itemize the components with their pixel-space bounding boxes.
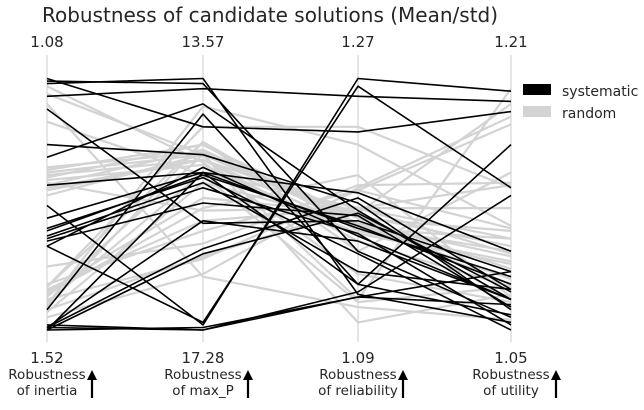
random-line-27: [46, 207, 511, 311]
systematic-line-19: [46, 113, 512, 311]
axis-1-bottom-tick: 1.52: [30, 349, 63, 367]
axis-3-up-arrow-icon: [398, 370, 408, 398]
axis-1-top-tick: 1.08: [30, 33, 63, 51]
axis-4-label-line2: of utility: [483, 383, 539, 399]
systematic-line-21: [46, 80, 512, 319]
systematic-line-17: [46, 77, 512, 326]
legend-label-systematic: systematic: [562, 84, 638, 100]
axis-2-top-tick: 13.57: [182, 33, 225, 51]
systematic-line-23: [46, 171, 512, 316]
systematic-line-8: [46, 202, 512, 308]
systematic-line-13: [46, 77, 512, 324]
systematic-line-10: [46, 176, 512, 331]
axis-2-label-line2: of max_P: [172, 383, 234, 399]
legend-label-random: random: [562, 106, 616, 122]
systematic-line-15: [46, 108, 512, 273]
systematic-line-20: [46, 87, 512, 103]
axis-3-label-line1: Robustness: [319, 367, 396, 383]
chart-title: Robustness of candidate solutions (Mean/…: [42, 3, 498, 27]
systematic-line-18: [46, 143, 512, 311]
axis-1-up-arrow-icon: [87, 370, 97, 398]
axis-3-bottom-tick: 1.09: [341, 349, 374, 367]
legend-swatch-systematic: [523, 84, 551, 95]
axis-4-bottom-tick: 1.05: [494, 349, 527, 367]
systematic-line-2: [46, 296, 512, 331]
random-line-2: [46, 171, 512, 303]
random-line-7: [46, 153, 512, 281]
systematic-line-16: [46, 85, 512, 324]
legend: systematic random: [523, 84, 638, 122]
random-line-30: [46, 181, 512, 268]
axis-2-label-line1: Robustness: [164, 367, 241, 383]
axis-1-label-line1: Robustness: [8, 367, 85, 383]
axis-4-top-tick: 1.21: [494, 33, 527, 51]
systematic-line-25: [46, 212, 512, 331]
axis-1-label-line2: of inertia: [17, 383, 78, 399]
systematic-line-5: [46, 187, 512, 326]
axis-2-up-arrow-icon: [243, 370, 253, 398]
axis-3-label-line2: of reliability: [318, 383, 398, 399]
systematic-line-22: [46, 197, 512, 329]
random-line-13: [46, 143, 512, 232]
axis-4-label-line1: Robustness: [472, 367, 549, 383]
systematic-line-24: [46, 220, 512, 329]
legend-swatch-random: [523, 106, 551, 117]
random-line-23: [46, 103, 512, 321]
axis-3-top-tick: 1.27: [341, 33, 374, 51]
systematic-line-9: [46, 181, 512, 291]
axis-2-bottom-tick: 17.28: [182, 349, 225, 367]
systematic-line-14: [46, 77, 512, 133]
systematic-line-12: [46, 103, 512, 301]
axis-4-up-arrow-icon: [551, 370, 561, 398]
systematic-line-4: [46, 171, 512, 331]
systematic-series-layer: [46, 77, 512, 331]
